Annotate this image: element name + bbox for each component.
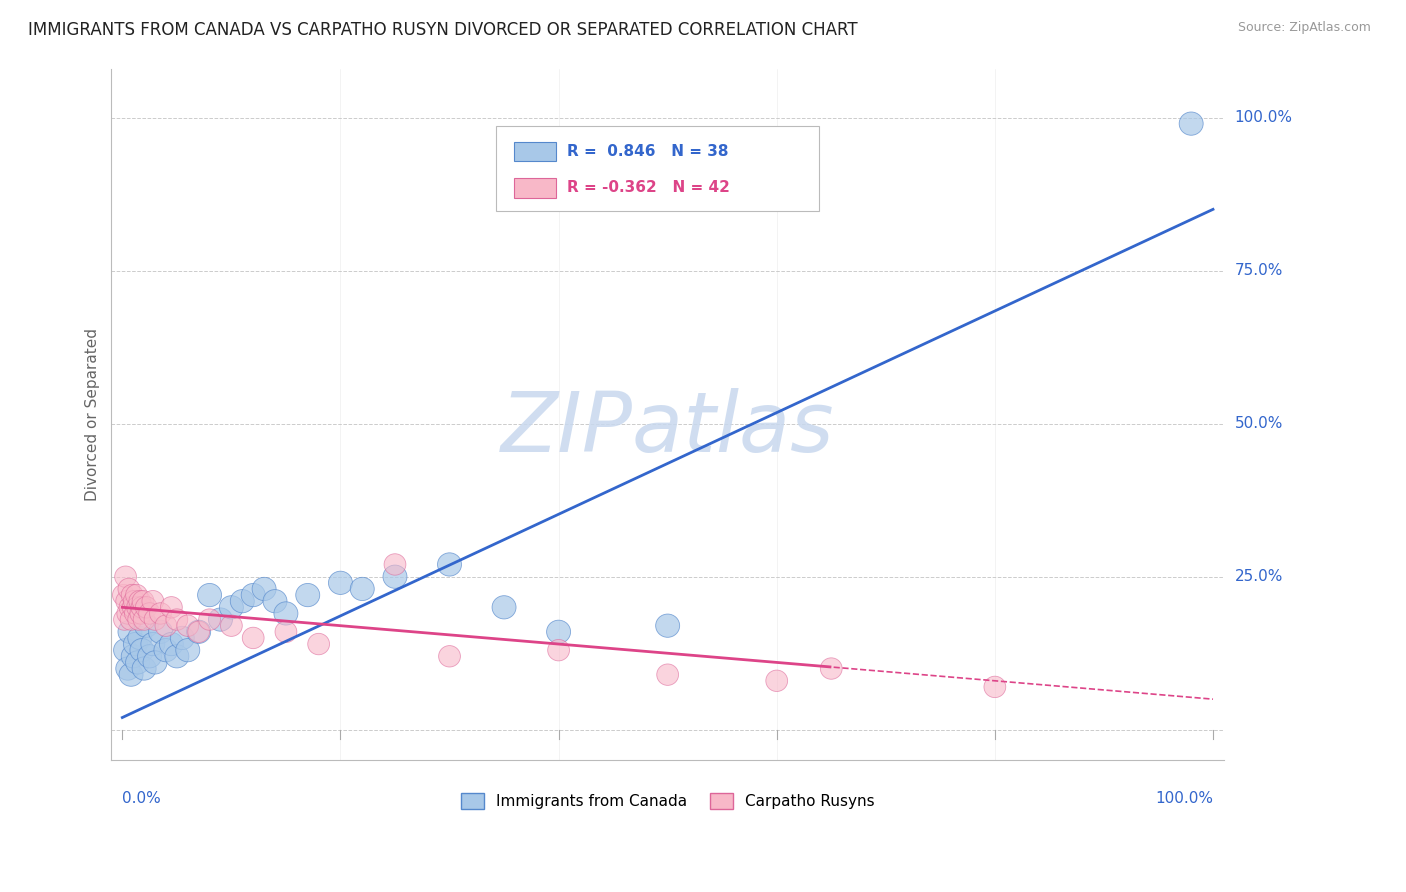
Ellipse shape (198, 609, 221, 631)
Text: ZIPatlas: ZIPatlas (501, 388, 835, 469)
Text: 25.0%: 25.0% (1234, 569, 1284, 584)
Ellipse shape (128, 609, 149, 631)
Ellipse shape (231, 590, 254, 613)
Ellipse shape (766, 670, 787, 691)
Ellipse shape (188, 621, 209, 642)
Ellipse shape (125, 651, 149, 674)
Ellipse shape (153, 639, 179, 662)
Ellipse shape (114, 639, 138, 662)
Ellipse shape (125, 603, 146, 624)
Ellipse shape (252, 577, 276, 600)
Ellipse shape (160, 597, 183, 618)
Ellipse shape (198, 583, 222, 607)
Ellipse shape (121, 645, 145, 668)
Ellipse shape (127, 597, 149, 618)
Ellipse shape (139, 603, 160, 624)
Ellipse shape (221, 615, 242, 636)
Ellipse shape (655, 614, 679, 637)
Ellipse shape (115, 657, 139, 681)
Ellipse shape (1180, 112, 1204, 136)
Ellipse shape (382, 565, 406, 589)
Ellipse shape (128, 626, 152, 649)
Ellipse shape (176, 639, 200, 662)
Ellipse shape (350, 577, 374, 600)
Ellipse shape (117, 603, 139, 624)
Ellipse shape (548, 640, 569, 661)
Ellipse shape (274, 602, 298, 625)
Ellipse shape (166, 609, 188, 631)
Ellipse shape (138, 645, 162, 668)
Text: R =  0.846   N = 38: R = 0.846 N = 38 (567, 144, 728, 159)
Text: 100.0%: 100.0% (1154, 791, 1213, 806)
Ellipse shape (492, 596, 516, 619)
Ellipse shape (170, 626, 194, 649)
Text: R = -0.362   N = 42: R = -0.362 N = 42 (567, 180, 730, 195)
Ellipse shape (125, 584, 148, 606)
Ellipse shape (384, 554, 406, 575)
Ellipse shape (135, 614, 159, 637)
Text: 75.0%: 75.0% (1234, 263, 1284, 278)
Ellipse shape (547, 620, 571, 643)
Ellipse shape (242, 583, 266, 607)
Ellipse shape (124, 632, 148, 656)
Ellipse shape (121, 584, 143, 606)
Ellipse shape (120, 663, 143, 686)
Text: 50.0%: 50.0% (1234, 417, 1284, 431)
Ellipse shape (329, 571, 353, 594)
Ellipse shape (984, 676, 1005, 698)
Ellipse shape (276, 621, 297, 642)
Ellipse shape (132, 657, 156, 681)
Ellipse shape (208, 608, 232, 632)
Legend: Immigrants from Canada, Carpatho Rusyns: Immigrants from Canada, Carpatho Rusyns (454, 787, 880, 815)
Ellipse shape (242, 627, 264, 648)
Ellipse shape (115, 566, 136, 588)
Ellipse shape (131, 597, 153, 618)
Ellipse shape (112, 584, 135, 606)
Ellipse shape (145, 609, 166, 631)
Ellipse shape (129, 639, 153, 662)
Ellipse shape (308, 633, 329, 655)
Ellipse shape (219, 596, 243, 619)
Text: 100.0%: 100.0% (1234, 110, 1292, 125)
Ellipse shape (295, 583, 319, 607)
Ellipse shape (114, 609, 135, 631)
Ellipse shape (149, 603, 172, 624)
Ellipse shape (143, 651, 167, 674)
Ellipse shape (142, 591, 163, 612)
Ellipse shape (155, 615, 177, 636)
Text: 0.0%: 0.0% (122, 791, 162, 806)
Ellipse shape (437, 553, 461, 576)
Ellipse shape (132, 591, 153, 612)
Ellipse shape (134, 609, 155, 631)
Y-axis label: Divorced or Separated: Divorced or Separated (86, 328, 100, 501)
Ellipse shape (122, 597, 145, 618)
Ellipse shape (120, 609, 142, 631)
Ellipse shape (124, 591, 145, 612)
Ellipse shape (129, 591, 150, 612)
Ellipse shape (135, 597, 157, 618)
Ellipse shape (159, 632, 183, 656)
Ellipse shape (129, 603, 152, 624)
Ellipse shape (115, 591, 138, 612)
Text: Source: ZipAtlas.com: Source: ZipAtlas.com (1237, 21, 1371, 34)
Ellipse shape (118, 578, 139, 599)
Ellipse shape (820, 657, 842, 679)
Ellipse shape (263, 590, 287, 613)
Ellipse shape (118, 620, 142, 643)
Ellipse shape (187, 620, 211, 643)
Ellipse shape (141, 632, 165, 656)
Ellipse shape (657, 664, 679, 685)
Text: IMMIGRANTS FROM CANADA VS CARPATHO RUSYN DIVORCED OR SEPARATED CORRELATION CHART: IMMIGRANTS FROM CANADA VS CARPATHO RUSYN… (28, 21, 858, 38)
Ellipse shape (165, 645, 188, 668)
Ellipse shape (120, 597, 141, 618)
Ellipse shape (439, 646, 460, 667)
Ellipse shape (149, 620, 173, 643)
Ellipse shape (177, 615, 198, 636)
